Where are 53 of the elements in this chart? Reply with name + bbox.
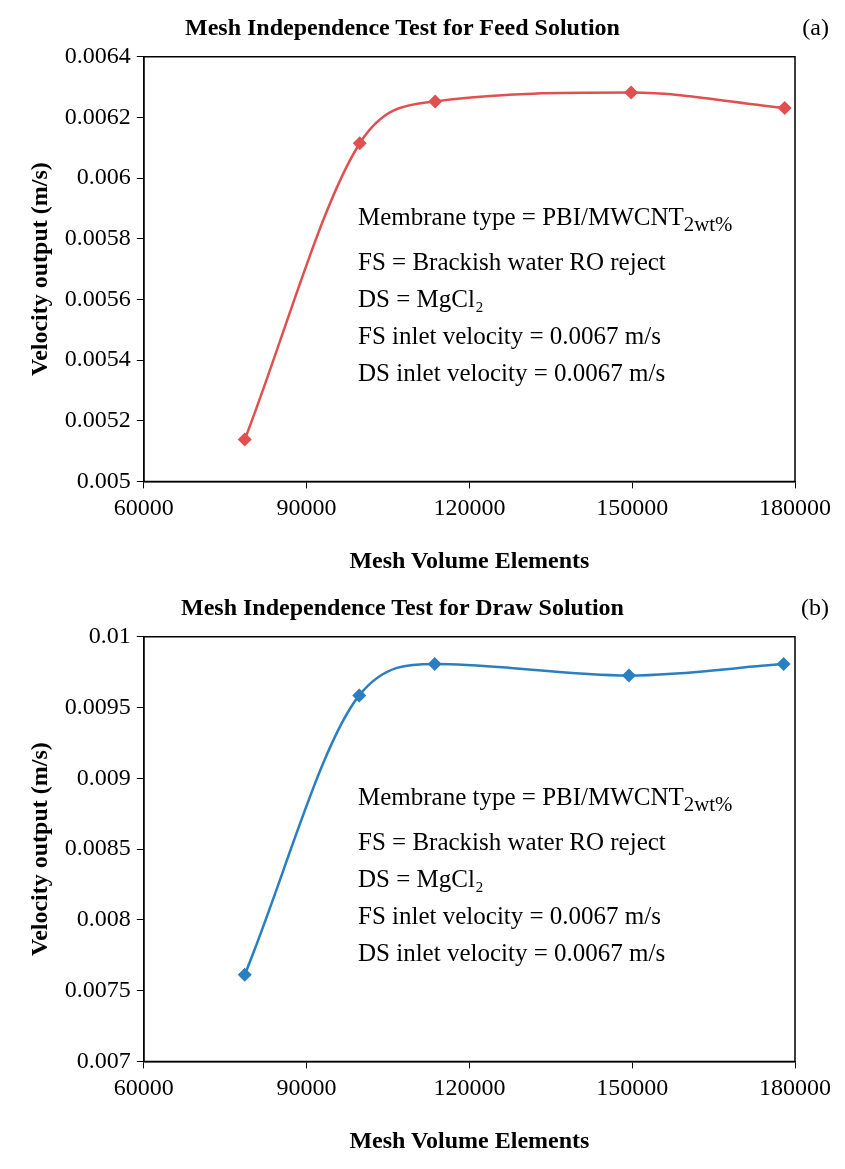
point xyxy=(621,668,636,683)
y-axis-title: Velocity output (m/s) xyxy=(25,162,52,376)
y-axis-title: Velocity output (m/s) xyxy=(25,742,52,956)
x-tick-label: 60000 xyxy=(113,494,174,521)
point xyxy=(352,688,367,703)
y-tick-label: 0.007 xyxy=(76,1046,131,1073)
annotation: Membrane type = PBI/MWCNT$_{2wt%}$ xyxy=(358,202,733,238)
x-tick-label: 120000 xyxy=(433,494,506,521)
point xyxy=(777,101,792,116)
y-tick-label: 0.0052 xyxy=(64,406,131,433)
y-tick-label: 0.0075 xyxy=(64,975,131,1002)
point xyxy=(428,94,443,109)
y-tick-label: 0.01 xyxy=(88,622,131,649)
x-axis-title: Mesh Volume Elements xyxy=(349,546,590,573)
point xyxy=(776,656,791,671)
text: (b) xyxy=(801,594,829,621)
y-tick-label: 0.008 xyxy=(76,905,131,932)
y-tick-label: 0.0062 xyxy=(64,102,131,129)
chart-title: Mesh Independence Test for Feed Solution xyxy=(185,13,620,40)
annotation: FS = Brackish water RO reject xyxy=(358,827,667,857)
y-tick-label: 0.0056 xyxy=(64,284,131,311)
x-tick-label: 150000 xyxy=(596,1074,669,1101)
point xyxy=(237,432,252,447)
y-tick-label: 0.0054 xyxy=(64,345,131,372)
annotation: FS inlet velocity = 0.0067 m/s xyxy=(358,901,662,931)
y-tick-label: 0.0095 xyxy=(64,692,131,719)
y-tick-label: 0.006 xyxy=(76,163,131,190)
annotation: DS inlet velocity = 0.0067 m/s xyxy=(358,358,667,388)
annotation: FS = Brackish water RO reject xyxy=(358,247,667,277)
annotation: DS inlet velocity = 0.0067 m/s xyxy=(358,938,667,968)
y-tick-label: 0.005 xyxy=(76,466,131,493)
annotation: DS = MgCl₂ xyxy=(358,284,485,314)
x-tick-label: 90000 xyxy=(276,1074,337,1101)
y-tick-label: 0.009 xyxy=(76,763,131,790)
point xyxy=(624,85,639,100)
point xyxy=(352,136,367,151)
annotation: DS = MgCl₂ xyxy=(358,864,485,894)
text: (a) xyxy=(802,14,829,41)
x-tick-label: 60000 xyxy=(113,1074,174,1101)
x-tick-label: 180000 xyxy=(759,1074,831,1101)
annotation: Membrane type = PBI/MWCNT$_{2wt%}$ xyxy=(358,782,733,818)
chart-title: Mesh Independence Test for Draw Solution xyxy=(181,593,624,620)
annotation: FS inlet velocity = 0.0067 m/s xyxy=(358,321,662,351)
x-axis-title: Mesh Volume Elements xyxy=(349,1126,590,1153)
x-tick-label: 120000 xyxy=(433,1074,506,1101)
x-tick-label: 90000 xyxy=(276,494,337,521)
y-tick-label: 0.0058 xyxy=(64,224,131,251)
point xyxy=(237,967,252,982)
x-tick-label: 180000 xyxy=(759,494,831,521)
point xyxy=(427,656,442,671)
y-tick-label: 0.0064 xyxy=(64,42,131,69)
x-tick-label: 150000 xyxy=(596,494,669,521)
y-tick-label: 0.0085 xyxy=(64,834,131,861)
